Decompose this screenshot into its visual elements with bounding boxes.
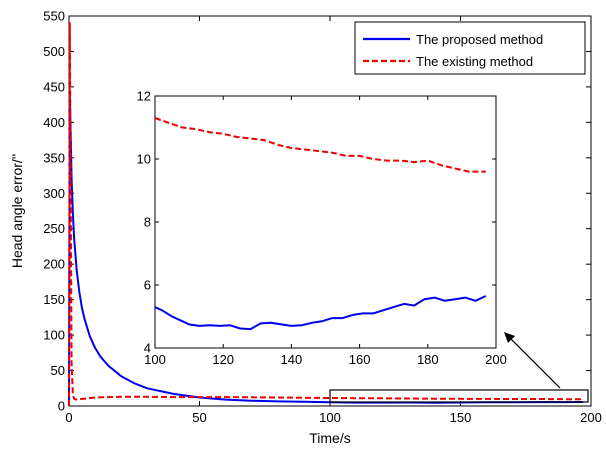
inset-x-tick-label: 120: [212, 352, 234, 367]
main-y-tick-label: 50: [51, 363, 65, 378]
main-y-tick-label: 300: [43, 186, 65, 201]
main-x-tick-label: 50: [192, 410, 206, 425]
inset-x-tick-label: 180: [417, 352, 439, 367]
main-x-tick-label: 0: [65, 410, 72, 425]
main-y-tick-label: 450: [43, 79, 65, 94]
main-y-tick-label: 550: [43, 9, 65, 24]
inset-x-tick-label: 100: [144, 352, 166, 367]
main-y-tick-label: 500: [43, 44, 65, 59]
x-axis-label: Time/s: [309, 430, 350, 446]
main-series-line-existing: [68, 22, 584, 407]
main-x-tick-label: 150: [450, 410, 472, 425]
legend-label-proposed: The proposed method: [416, 32, 543, 47]
main-x-tick-label: 200: [580, 410, 602, 425]
main-y-tick-label: 150: [43, 292, 65, 307]
inset-y-tick-label: 4: [144, 341, 151, 356]
main-series-line-proposed: [68, 93, 584, 407]
inset-x-tick-label: 200: [485, 352, 507, 367]
main-y-tick-label: 200: [43, 257, 65, 272]
main-y-ticks: 0 50 100 150 200 250 300 350 400 450 500 550: [43, 9, 591, 414]
main-y-tick-label: 250: [43, 221, 65, 236]
y-axis-label: Head angle error/'': [9, 154, 25, 268]
main-x-ticks: 0 50 100 150 200: [65, 16, 602, 425]
zoom-arrow-line: [507, 335, 561, 389]
inset-plot: 100 120 140 160 180 200 4 6 8 10 12: [137, 89, 507, 368]
inset-x-tick-label: 140: [281, 352, 303, 367]
zoom-region-box: [329, 389, 589, 403]
inset-series-line-existing: [154, 117, 486, 173]
inset-y-tick-label: 6: [144, 278, 151, 293]
inset-plot-frame: [154, 95, 497, 349]
inset-y-tick-label: 8: [144, 215, 151, 230]
zoom-arrow-head: [504, 332, 515, 343]
inset-y-ticks: 4 6 8 10 12: [137, 89, 496, 356]
main-y-tick-label: 400: [43, 115, 65, 130]
legend-label-existing: The existing method: [416, 54, 533, 69]
legend: The proposed method The existing method: [354, 21, 586, 75]
zoom-arrow: [504, 332, 561, 389]
inset-x-tick-label: 160: [349, 352, 371, 367]
inset-series-line-proposed: [154, 295, 487, 331]
inset-series: [154, 117, 487, 331]
main-series: [68, 22, 584, 407]
inset-y-tick-label: 10: [137, 152, 151, 167]
main-x-tick-label: 100: [319, 410, 341, 425]
main-y-tick-label: 0: [58, 399, 65, 414]
legend-box: [354, 21, 586, 75]
main-y-tick-label: 350: [43, 150, 65, 165]
inset-y-tick-label: 12: [137, 89, 151, 104]
inset-x-ticks: 100 120 140 160 180 200: [144, 96, 507, 367]
main-y-tick-label: 100: [43, 328, 65, 343]
